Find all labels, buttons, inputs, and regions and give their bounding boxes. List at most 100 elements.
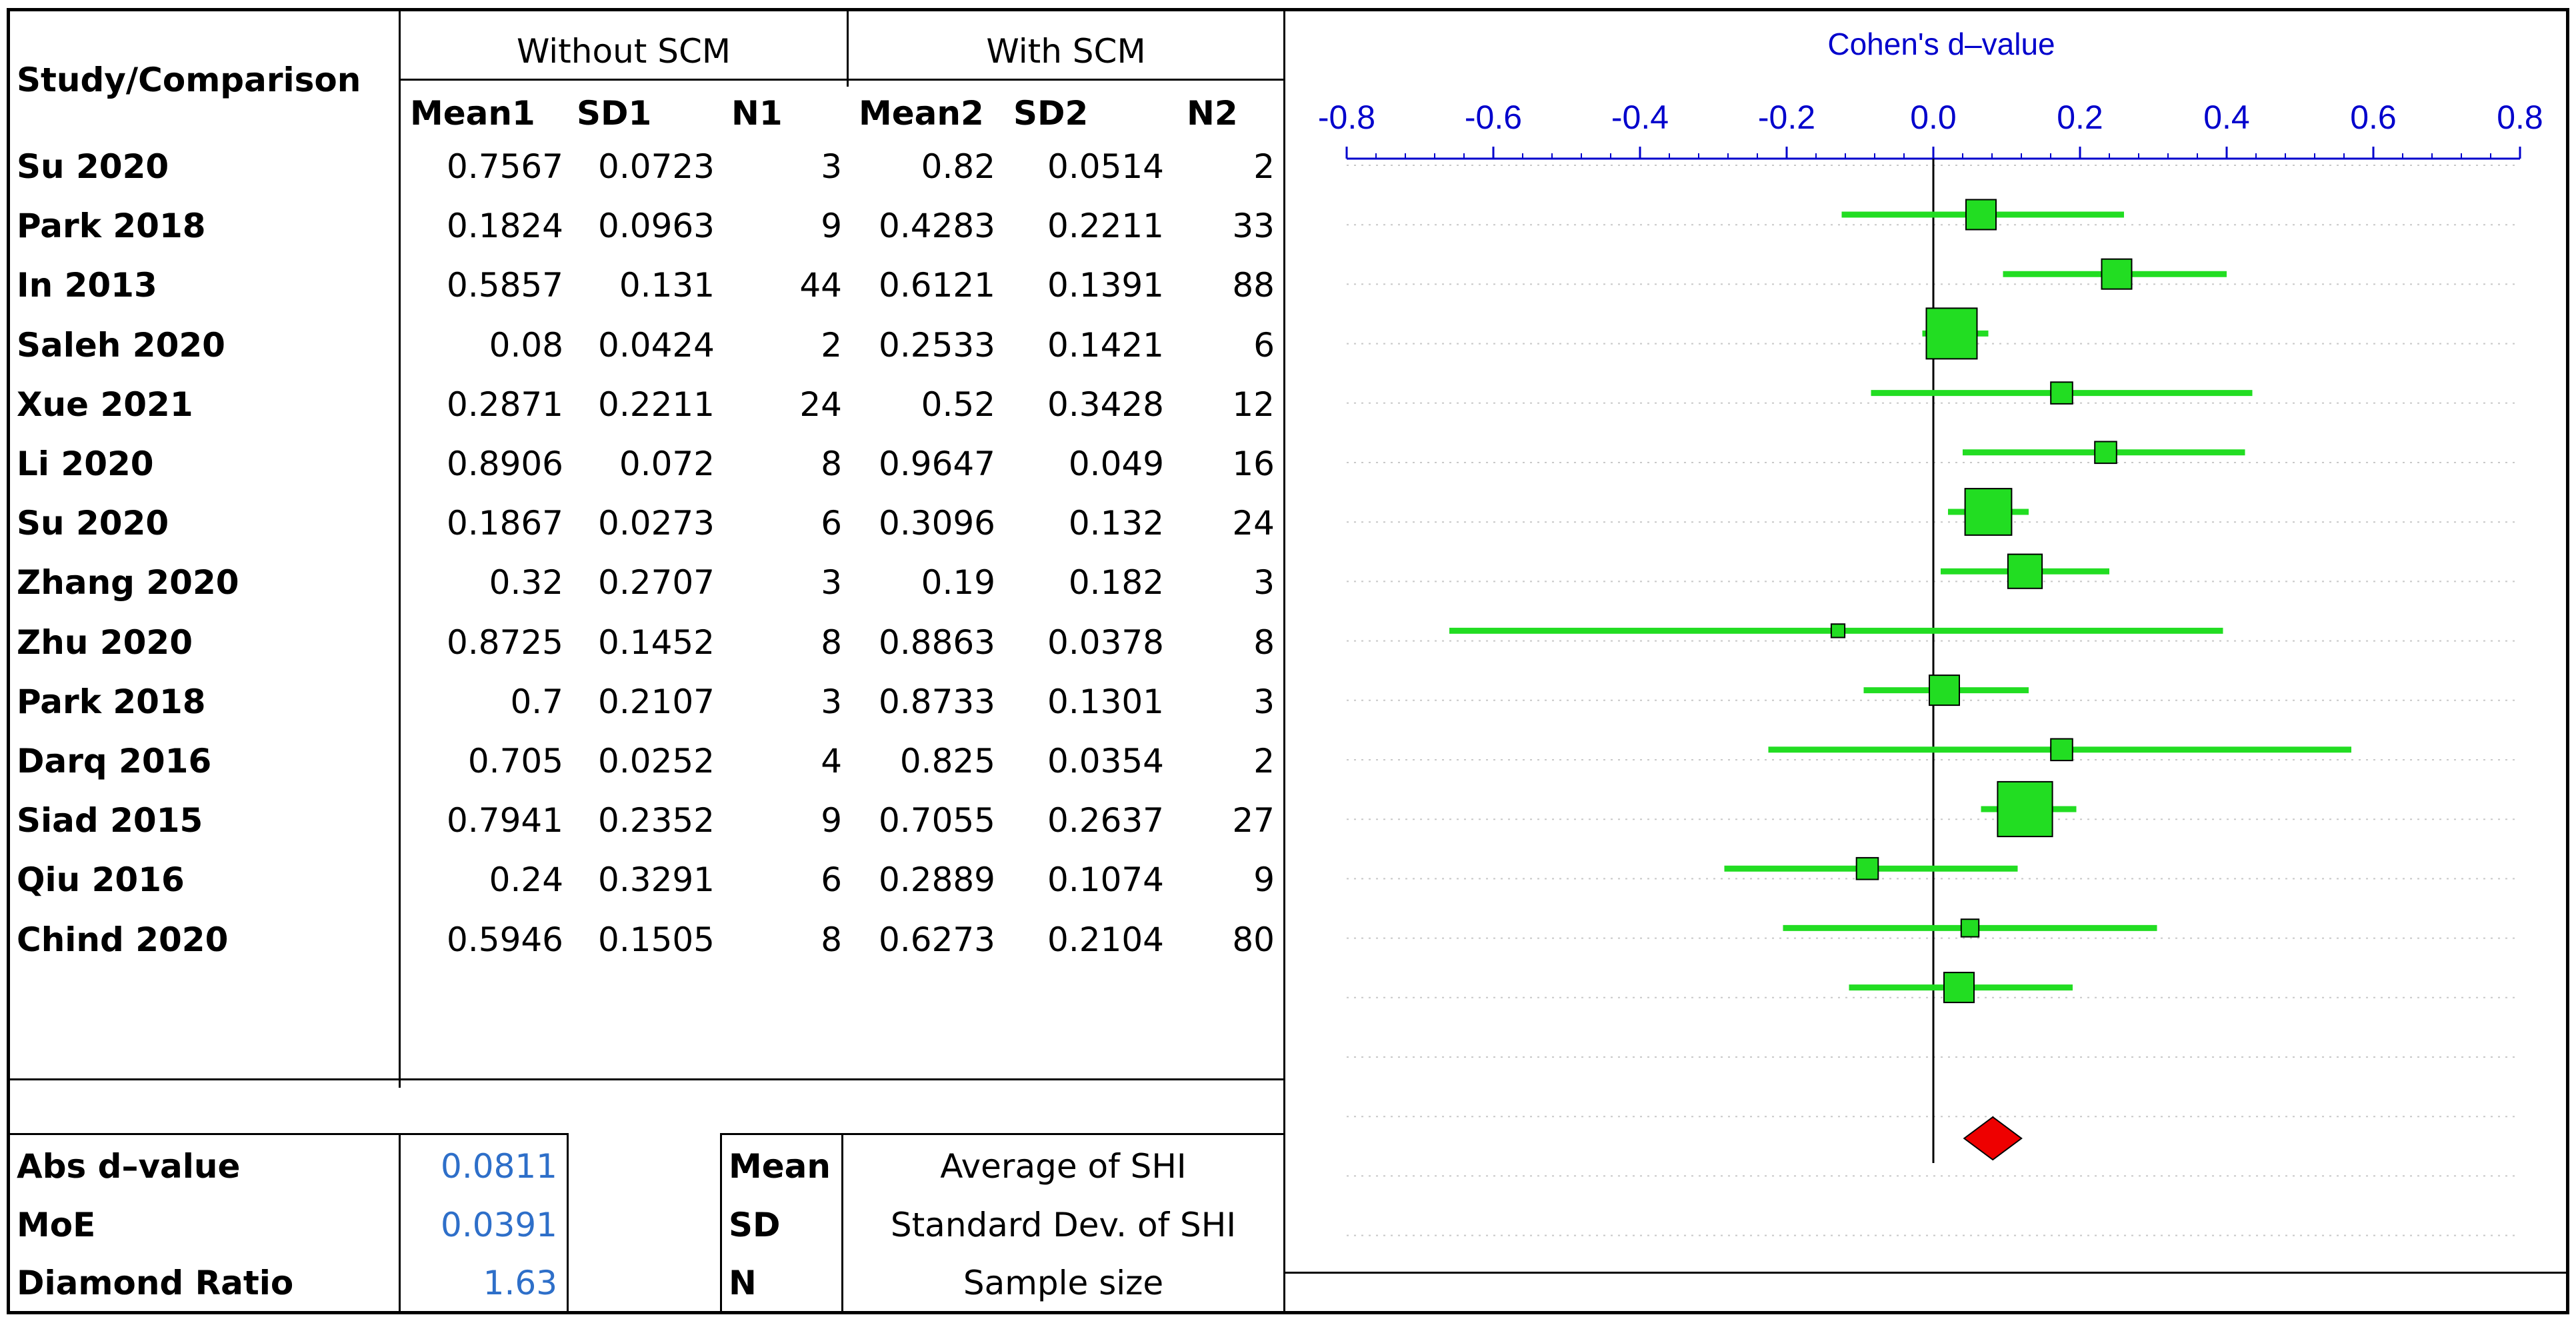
moe-value: 0.0391	[441, 1206, 557, 1244]
row-n2: 6	[1253, 325, 1275, 365]
row-mean2: 0.19	[921, 563, 995, 603]
row-sd2: 0.3428	[1047, 385, 1164, 424]
pooled-effect-diamond	[1963, 1116, 2023, 1161]
study-point	[2007, 553, 2043, 589]
study-point	[1929, 674, 1960, 706]
row-n2: 88	[1232, 266, 1275, 305]
row-study: In 2013	[17, 266, 157, 305]
row-sd2: 0.1421	[1047, 325, 1164, 365]
row-study: Su 2020	[17, 504, 169, 543]
row-n2: 27	[1232, 801, 1275, 840]
summary-value-right	[567, 1133, 569, 1314]
row-sd2: 0.182	[1068, 563, 1164, 603]
row-sd2: 0.0514	[1047, 147, 1164, 186]
row-mean1: 0.2871	[447, 385, 563, 424]
col-header-n2: N2	[1187, 94, 1238, 133]
row-study: Zhu 2020	[17, 623, 193, 662]
row-mean2: 0.825	[899, 742, 995, 780]
col-header-sd1: SD1	[577, 94, 652, 133]
row-sd2: 0.2104	[1047, 920, 1164, 959]
legend-mean-desc: Average of SHI	[940, 1147, 1187, 1186]
row-sd1: 0.1452	[598, 623, 715, 662]
row-n2: 9	[1253, 860, 1275, 900]
study-point	[1943, 972, 1975, 1004]
row-n1: 3	[821, 147, 842, 186]
row-sd1: 0.0723	[598, 147, 715, 186]
row-mean1: 0.5946	[447, 920, 563, 959]
row-mean1: 0.7941	[447, 801, 563, 840]
row-mean2: 0.9647	[879, 445, 995, 483]
row-sd1: 0.0273	[598, 504, 715, 543]
study-point	[1830, 623, 1846, 639]
row-sd1: 0.3291	[598, 860, 715, 900]
row-mean2: 0.7055	[879, 801, 995, 840]
x-tick-label: 0.0	[1910, 99, 1957, 136]
col-header-mean1: Mean1	[410, 94, 535, 133]
row-mean2: 0.82	[921, 147, 995, 186]
row-n1: 24	[799, 385, 842, 424]
chart-divider	[1283, 8, 1285, 1314]
legend-n-desc: Sample size	[963, 1264, 1164, 1302]
row-mean1: 0.5857	[447, 266, 563, 305]
row-sd2: 0.049	[1068, 445, 1164, 483]
study-marks	[1449, 199, 2351, 1004]
study-header: Study/Comparison	[17, 61, 361, 99]
group1-header: Without SCM	[516, 32, 731, 71]
study-point	[1925, 307, 1978, 360]
row-mean1: 0.8906	[447, 445, 563, 483]
row-mean1: 0.1824	[447, 207, 563, 246]
row-study: Siad 2015	[17, 801, 203, 840]
study-point	[1855, 856, 1879, 880]
chart-bottom-line	[1283, 1272, 2569, 1274]
row-mean1: 0.08	[489, 325, 563, 365]
row-sd1: 0.2707	[598, 563, 715, 603]
row-study: Su 2020	[17, 147, 169, 186]
row-sd2: 0.1074	[1047, 860, 1164, 900]
row-sd2: 0.1391	[1047, 266, 1164, 305]
diamond-ratio-label: Diamond Ratio	[17, 1264, 294, 1302]
row-n1: 8	[821, 623, 842, 662]
legend-mean-key: Mean	[729, 1147, 831, 1186]
x-tick-label: 0.2	[2057, 99, 2103, 136]
row-n1: 6	[821, 504, 842, 543]
row-n1: 9	[821, 207, 842, 246]
row-n1: 9	[821, 801, 842, 840]
row-n1: 3	[821, 682, 842, 721]
row-n2: 16	[1232, 445, 1275, 483]
row-sd2: 0.1301	[1047, 682, 1164, 721]
group-underline	[399, 79, 1284, 81]
study-point	[2094, 441, 2117, 465]
row-sd1: 0.0252	[598, 742, 715, 780]
abs-d-label: Abs d–value	[17, 1147, 241, 1186]
summary-top-line	[7, 1133, 567, 1135]
row-sd1: 0.2107	[598, 682, 715, 721]
row-n2: 80	[1232, 920, 1275, 959]
summary-value-left	[399, 1133, 401, 1314]
moe-label: MoE	[17, 1206, 96, 1244]
chart-title: Cohen's d–value	[1827, 27, 2055, 61]
row-study: Darq 2016	[17, 742, 212, 780]
row-n2: 24	[1232, 504, 1275, 543]
row-mean1: 0.7567	[447, 147, 563, 186]
row-study: Park 2018	[17, 207, 206, 246]
legend-key-divider	[841, 1133, 843, 1314]
row-n2: 33	[1232, 207, 1275, 246]
row-n2: 3	[1253, 563, 1275, 603]
row-mean1: 0.32	[489, 563, 563, 603]
row-n1: 8	[821, 920, 842, 959]
study-point	[2050, 381, 2073, 405]
x-tick-label: 0.8	[2497, 99, 2543, 136]
row-sd1: 0.1505	[598, 920, 715, 959]
legend-left	[720, 1133, 722, 1314]
row-n1: 2	[821, 325, 842, 365]
row-study: Saleh 2020	[17, 325, 225, 365]
row-n1: 8	[821, 445, 842, 483]
row-n1: 44	[799, 266, 842, 305]
row-sd1: 0.131	[619, 266, 715, 305]
row-mean1: 0.8725	[447, 623, 563, 662]
x-tick-label: 0.6	[2350, 99, 2397, 136]
table-divider	[399, 8, 401, 1088]
legend-sd-key: SD	[729, 1206, 781, 1244]
col-header-mean2: Mean2	[859, 94, 984, 133]
